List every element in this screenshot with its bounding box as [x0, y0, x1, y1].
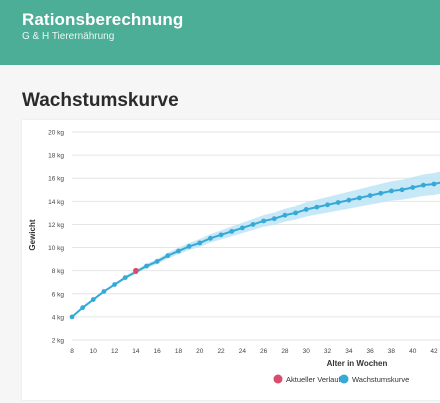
legend-swatch-growth[interactable]: [339, 374, 349, 384]
data-points: [69, 181, 437, 320]
growth-point[interactable]: [399, 187, 405, 193]
y-tick-label: 16 kg: [48, 176, 64, 183]
growth-point[interactable]: [389, 188, 394, 194]
growth-point[interactable]: [197, 240, 203, 246]
growth-point[interactable]: [303, 207, 309, 212]
x-tick-label: 40: [409, 348, 417, 355]
y-tick-label: 2 kg: [52, 338, 65, 345]
growth-point[interactable]: [335, 200, 341, 205]
growth-point[interactable]: [208, 235, 213, 241]
x-tick-label: 18: [175, 348, 183, 355]
y-tick-label: 12 kg: [48, 222, 64, 229]
x-tick-label: 30: [303, 348, 311, 355]
current-point[interactable]: [133, 267, 139, 274]
growth-band-area: [72, 171, 440, 317]
y-tick-label: 4 kg: [52, 314, 65, 321]
x-tick-label: 36: [367, 348, 375, 355]
grid-lines: [72, 131, 440, 341]
x-tick-label: 28: [281, 348, 289, 355]
growth-line: [71, 181, 440, 318]
growth-point[interactable]: [282, 212, 288, 218]
x-tick-label: 42: [430, 348, 438, 355]
x-tick-label: 22: [217, 348, 225, 355]
growth-point[interactable]: [314, 204, 320, 210]
app-subtitle: G & H Tierernährung: [22, 31, 115, 42]
y-tick-label: 20 kg: [48, 130, 64, 137]
legend-swatch-current[interactable]: [273, 374, 283, 384]
growth-point[interactable]: [239, 225, 245, 231]
app-header: Rationsberechnung G & H Tierernährung: [0, 0, 440, 65]
legend-label-current[interactable]: Aktueller Verlauf: [286, 375, 342, 384]
growth-point[interactable]: [165, 253, 171, 259]
growth-series-line: [71, 181, 440, 318]
growth-point[interactable]: [122, 275, 128, 280]
growth-point[interactable]: [271, 216, 277, 222]
growth-point[interactable]: [293, 210, 298, 216]
x-tick-label: 32: [324, 348, 332, 355]
x-tick-label: 24: [239, 348, 247, 355]
growth-point[interactable]: [261, 218, 267, 224]
growth-point[interactable]: [229, 228, 235, 234]
growth-point[interactable]: [144, 263, 149, 269]
growth-point[interactable]: [410, 185, 416, 190]
x-tick-label: 10: [90, 348, 98, 355]
growth-point[interactable]: [176, 248, 181, 254]
growth-point[interactable]: [154, 259, 160, 264]
x-tick-label: 38: [388, 348, 396, 355]
growth-point[interactable]: [90, 297, 96, 302]
growth-point[interactable]: [218, 232, 224, 238]
growth-point[interactable]: [357, 195, 362, 201]
y-axis-ticks: 2 kg 4 kg 6 kg 8 kg 10 kg 12 kg 14 kg 16 kg 18 k…: [48, 130, 64, 345]
app-title: Rationsberechnung: [22, 10, 184, 29]
growth-point[interactable]: [186, 244, 192, 249]
growth-band: [72, 171, 440, 317]
growth-chart: 2 kg 4 kg 6 kg 8 kg 10 kg 12 kg 14 kg 16 kg 18 k…: [28, 130, 440, 384]
legend-label-growth[interactable]: Wachstumskurve: [352, 375, 409, 384]
growth-point[interactable]: [367, 193, 373, 198]
growth-point[interactable]: [69, 314, 75, 320]
chart-card: 2 kg 4 kg 6 kg 8 kg 10 kg 12 kg 14 kg 16 kg 18 k…: [22, 120, 440, 400]
x-axis-label: Alter in Wochen: [327, 359, 388, 368]
growth-point[interactable]: [101, 289, 107, 294]
growth-point[interactable]: [431, 181, 437, 187]
x-tick-label: 8: [70, 348, 74, 355]
y-tick-label: 14 kg: [48, 199, 64, 206]
x-tick-label: 14: [132, 348, 140, 355]
x-tick-label: 34: [345, 348, 353, 355]
x-axis-ticks: 8 10 12 14 16 18 20 22 24 26 28 30 32 34 36 38 40 42: [70, 348, 438, 355]
chart-legend: Aktueller Verlauf Wachstumskurve: [273, 374, 409, 384]
y-axis-label: Gewicht: [28, 219, 37, 250]
growth-point[interactable]: [80, 305, 86, 311]
x-tick-label: 12: [111, 348, 119, 355]
x-tick-label: 16: [154, 348, 162, 355]
y-tick-label: 18 kg: [48, 153, 64, 160]
growth-point[interactable]: [378, 190, 384, 196]
x-tick-label: 26: [260, 348, 268, 355]
y-tick-label: 6 kg: [52, 291, 65, 298]
page-title: Wachstumskurve: [22, 90, 179, 111]
growth-point[interactable]: [112, 282, 117, 287]
y-tick-label: 8 kg: [52, 268, 65, 275]
x-tick-label: 20: [196, 348, 204, 355]
growth-point[interactable]: [250, 222, 256, 227]
growth-point[interactable]: [420, 182, 426, 188]
y-tick-label: 10 kg: [48, 245, 64, 252]
growth-point[interactable]: [325, 202, 330, 208]
growth-point[interactable]: [346, 197, 352, 203]
